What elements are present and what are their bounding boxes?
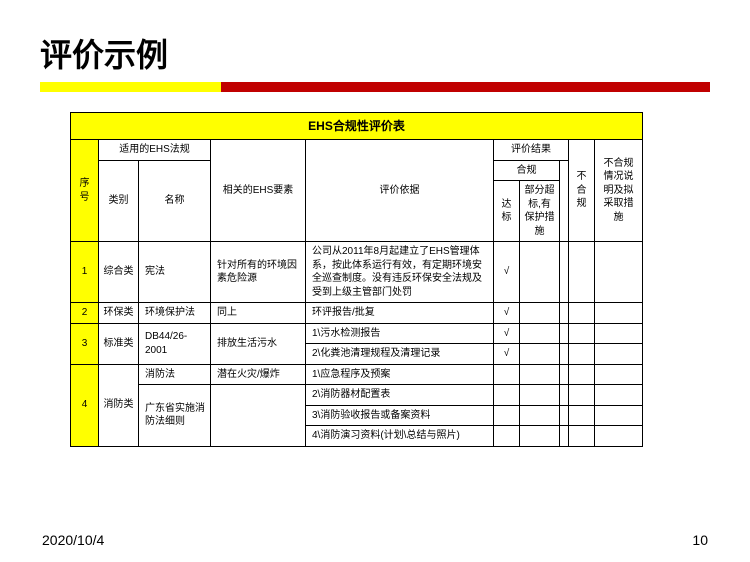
- cell-pass: √: [494, 344, 520, 365]
- cell-name: 宪法: [139, 242, 211, 303]
- cell-cat: 标准类: [99, 323, 139, 364]
- cell-basis: 2\化粪池清理规程及清理记录: [306, 344, 494, 365]
- footer-date: 2020/10/4: [42, 532, 104, 548]
- cell-elem: 排放生活污水: [211, 323, 306, 364]
- cell-partial: [520, 242, 560, 303]
- cell-pass: √: [494, 323, 520, 344]
- cell-seq: 4: [71, 364, 99, 446]
- cell-name: DB44/26-2001: [139, 323, 211, 364]
- cell-elem: 同上: [211, 303, 306, 324]
- hdr-result-group: 评价结果: [494, 140, 569, 161]
- hdr-elem: 相关的EHS要素: [211, 140, 306, 242]
- cell-cat: 环保类: [99, 303, 139, 324]
- cell-seq: 1: [71, 242, 99, 303]
- hdr-name: 名称: [139, 160, 211, 242]
- hdr-cat: 类别: [99, 160, 139, 242]
- hdr-pass: 达标: [494, 181, 520, 242]
- cell-rm: [569, 242, 595, 303]
- cell-elem: 潜在火灾/爆炸: [211, 364, 306, 385]
- cell-basis: 公司从2011年8月起建立了EHS管理体系，按此体系运行有效，有定期环境安全巡查…: [306, 242, 494, 303]
- hdr-noncomply: 不合规: [569, 140, 595, 242]
- hdr-law-group: 适用的EHS法规: [99, 140, 211, 161]
- hdr-seq: 序号: [71, 140, 99, 242]
- cell-basis: 4\消防演习资料(计划\总结与照片): [306, 426, 494, 447]
- bar-yellow: [40, 82, 221, 92]
- hdr-remark: 不合规情况说明及拟采取措施: [595, 140, 643, 242]
- table-row: 3 标准类 DB44/26-2001 排放生活污水 1\污水检测报告 √: [71, 323, 643, 344]
- cell-cat: 消防类: [99, 364, 139, 446]
- cell-seq: 2: [71, 303, 99, 324]
- table-row: 2 环保类 环境保护法 同上 环评报告/批复 √: [71, 303, 643, 324]
- cell-basis: 2\消防器材配置表: [306, 385, 494, 406]
- ehs-table: EHS合规性评价表 序号 适用的EHS法规 相关的EHS要素 评价依据 评价结果…: [70, 112, 643, 447]
- cell-name: 环境保护法: [139, 303, 211, 324]
- hdr-comply: 合规: [494, 160, 560, 181]
- cell-name: 消防法: [139, 364, 211, 385]
- bar-red: [221, 82, 710, 92]
- cell-basis: 1\应急程序及预案: [306, 364, 494, 385]
- cell-seq: 3: [71, 323, 99, 364]
- table-row: 广东省实施消防法细则 2\消防器材配置表: [71, 385, 643, 406]
- cell-basis: 1\污水检测报告: [306, 323, 494, 344]
- table-row: 1 综合类 宪法 针对所有的环境因素危险源 公司从2011年8月起建立了EHS管…: [71, 242, 643, 303]
- table-row: 4 消防类 消防法 潜在火灾/爆炸 1\应急程序及预案: [71, 364, 643, 385]
- footer-page: 10: [692, 532, 708, 548]
- slide-title: 评价示例: [40, 30, 710, 76]
- cell-cat: 综合类: [99, 242, 139, 303]
- accent-bar: [40, 82, 710, 92]
- cell-name: 广东省实施消防法细则: [139, 385, 211, 447]
- table-caption: EHS合规性评价表: [71, 113, 643, 140]
- hdr-partial: 部分超标,有保护措施: [520, 181, 560, 242]
- cell-pass: √: [494, 242, 520, 303]
- cell-nc: [560, 242, 569, 303]
- cell-pass: √: [494, 303, 520, 324]
- footer: 2020/10/4 10: [42, 532, 708, 548]
- cell-elem: 针对所有的环境因素危险源: [211, 242, 306, 303]
- cell-basis: 3\消防验收报告或备案资料: [306, 405, 494, 426]
- cell-basis: 环评报告/批复: [306, 303, 494, 324]
- hdr-basis: 评价依据: [306, 140, 494, 242]
